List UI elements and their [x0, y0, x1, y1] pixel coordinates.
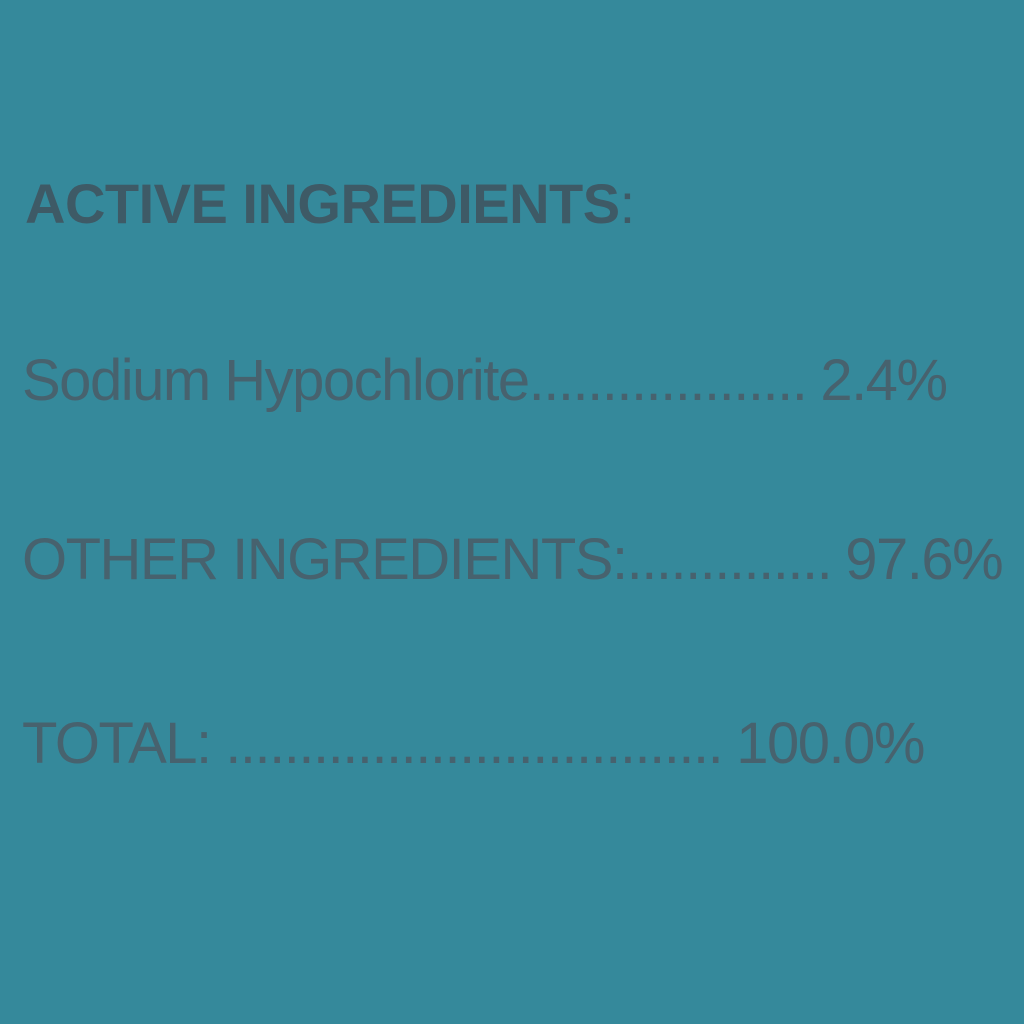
- heading-colon: :: [619, 172, 636, 235]
- active-ingredients-heading: ACTIVE INGREDIENTS:: [25, 176, 635, 232]
- total-row: TOTAL: .................................…: [22, 715, 925, 773]
- other-ingredients-row: OTHER INGREDIENTS:.............. 97.6%: [22, 531, 1004, 589]
- total-percentage: 100.0%: [736, 711, 925, 776]
- ingredient-name: OTHER INGREDIENTS:: [22, 527, 628, 592]
- heading-text: ACTIVE INGREDIENTS: [25, 172, 620, 235]
- total-label: TOTAL:: [22, 711, 212, 776]
- dot-leader: ..............: [626, 527, 833, 592]
- ingredient-percentage: 2.4%: [820, 348, 948, 413]
- ingredient-name: Sodium Hypochlorite: [22, 348, 530, 413]
- dot-leader: ...................: [528, 348, 808, 413]
- active-ingredient-row: Sodium Hypochlorite................... 2.…: [22, 352, 948, 410]
- dot-leader: ..................................: [210, 711, 723, 776]
- ingredient-percentage: 97.6%: [845, 527, 1003, 592]
